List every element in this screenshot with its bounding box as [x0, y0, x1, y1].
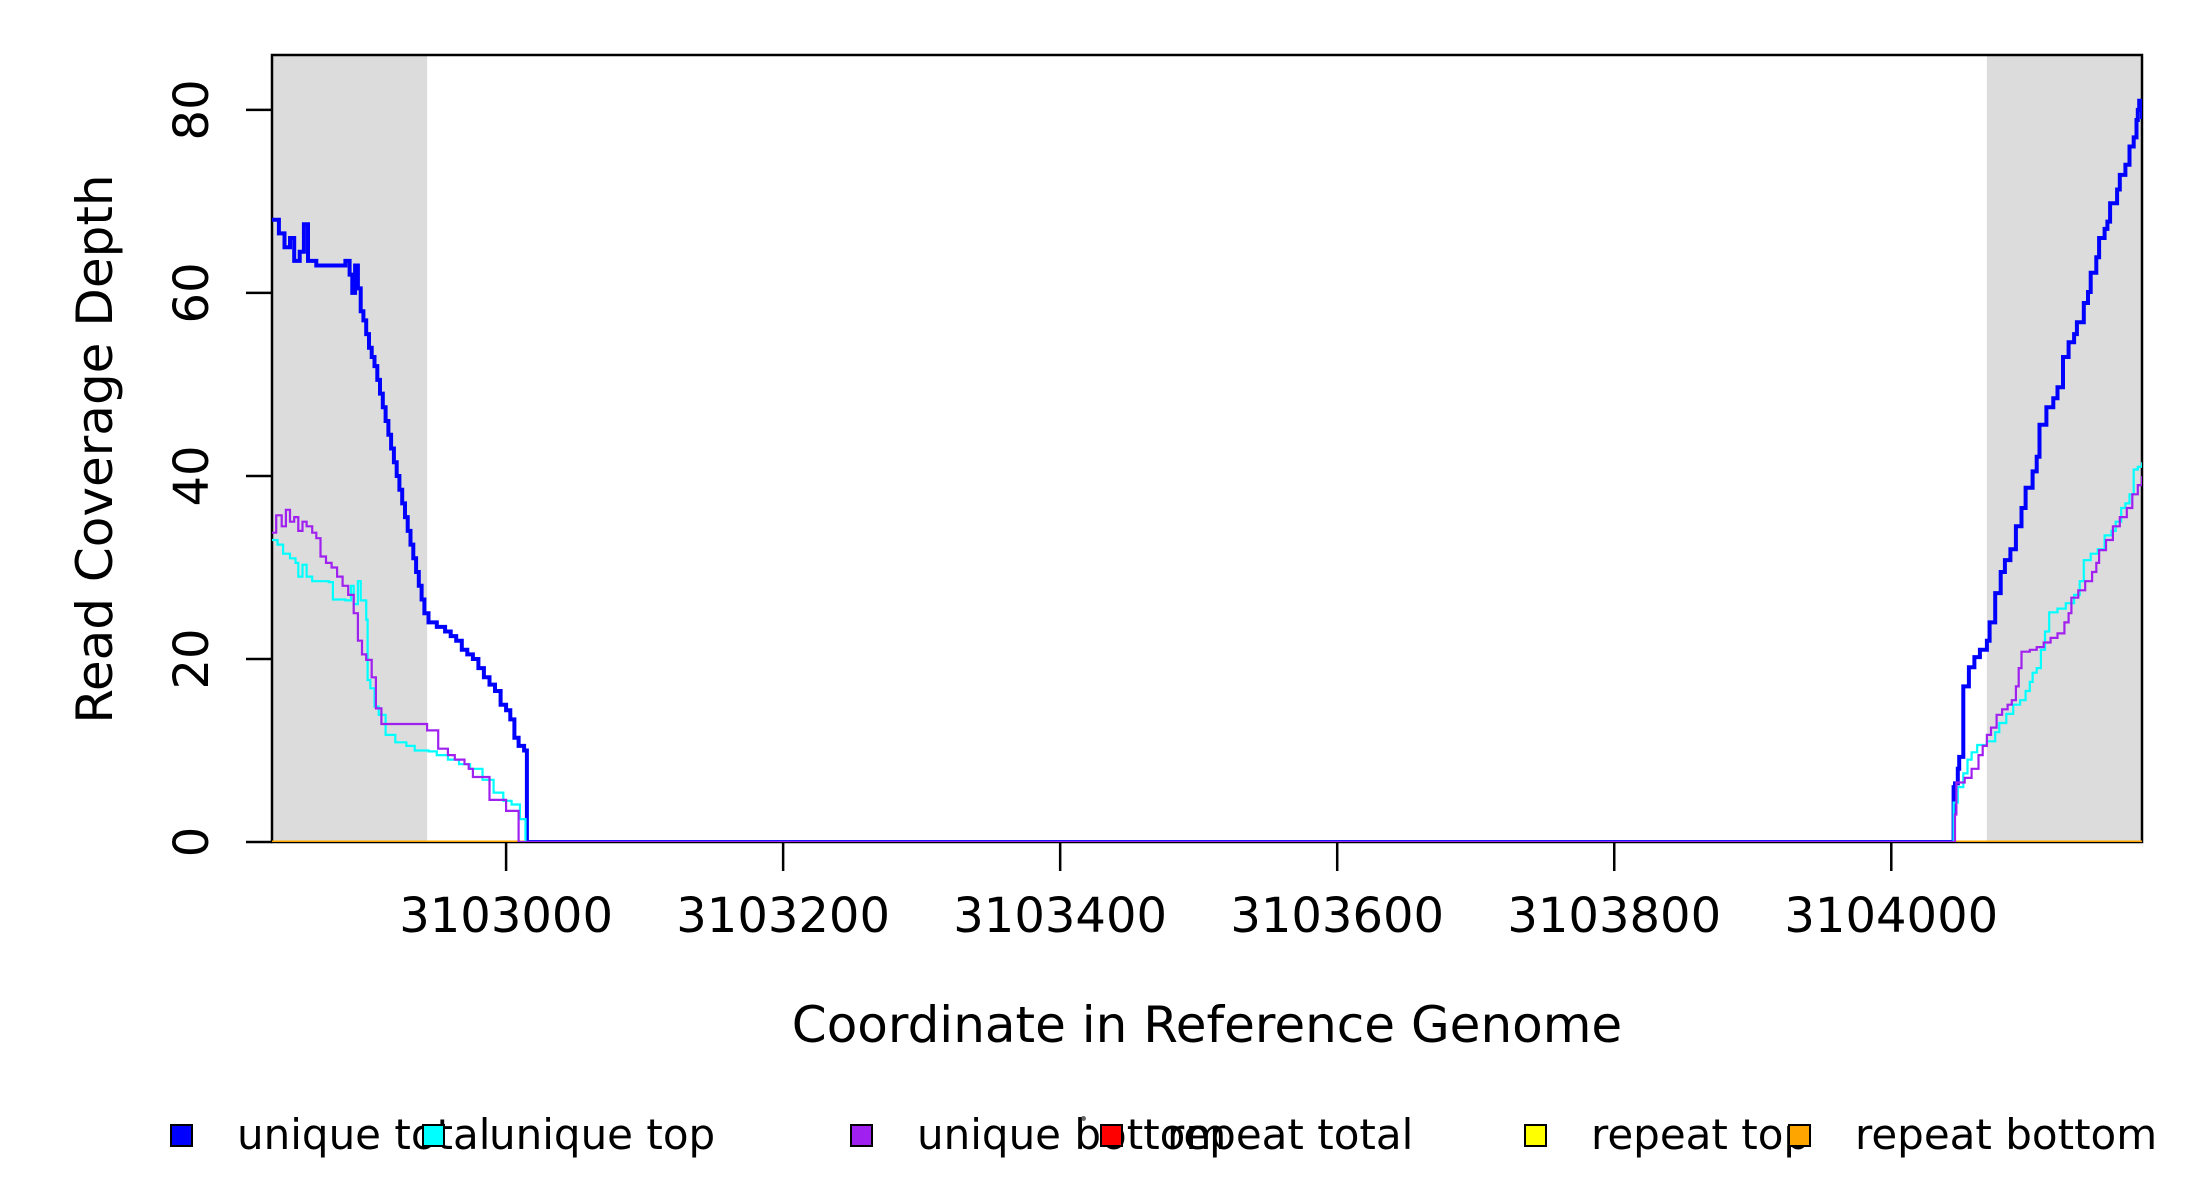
- legend-item-repeat-top: repeat top: [1524, 1110, 1811, 1159]
- legend-item-unique-bottom: unique bottom: [850, 1110, 1227, 1159]
- y-tick-label: 80: [164, 79, 220, 140]
- x-tick-label: 3103000: [399, 888, 613, 944]
- y-tick-label: 20: [164, 628, 220, 689]
- series-unique-total: [272, 98, 2142, 842]
- x-axis-title: Coordinate in Reference Genome: [792, 996, 1622, 1054]
- unique-bottom-swatch-icon: [850, 1123, 873, 1147]
- x-tick-label: 3103400: [953, 888, 1167, 944]
- x-tick-label: 3103800: [1507, 888, 1721, 944]
- repeat-total-swatch-icon: [1100, 1123, 1123, 1147]
- legend-item-unique-total: unique total: [170, 1110, 491, 1159]
- legend-label: unique top: [489, 1110, 716, 1159]
- legend-item-repeat-total: repeat total: [1100, 1110, 1414, 1159]
- series-unique-top: [272, 462, 2142, 842]
- x-tick-label: 3104000: [1784, 888, 1998, 944]
- legend-item-unique-top: unique top: [422, 1110, 716, 1159]
- data-series: [272, 98, 2142, 842]
- y-tick-label: 0: [164, 827, 220, 858]
- plot-area-border: [270, 53, 2144, 844]
- repeat-bottom-swatch-icon: [1788, 1123, 1811, 1147]
- legend-label: unique bottom: [917, 1110, 1227, 1159]
- chart-canvas: 0 20 40 60 80 3103000 3103200 3103400 3103600 310…: [66, 53, 2144, 1054]
- x-tick-label: 3103600: [1230, 888, 1444, 944]
- y-axis-title: Read Coverage Depth: [66, 174, 124, 723]
- stray-dot: [1081, 1116, 1086, 1121]
- legend-label: repeat total: [1167, 1110, 1414, 1159]
- axes: 0 20 40 60 80 3103000 3103200 3103400 3103600 310…: [164, 53, 2144, 944]
- series-unique-bottom: [272, 476, 2142, 842]
- y-tick-label: 60: [164, 262, 220, 323]
- unique-total-swatch-icon: [170, 1123, 193, 1147]
- left-shaded-region: [272, 55, 428, 842]
- legend-label: repeat bottom: [1855, 1110, 2158, 1159]
- legend-label: unique total: [237, 1110, 491, 1159]
- unique-top-swatch-icon: [422, 1123, 445, 1147]
- legend-item-repeat-bottom: repeat bottom: [1788, 1110, 2158, 1159]
- shaded-regions: [272, 55, 2142, 842]
- repeat-top-swatch-icon: [1524, 1123, 1547, 1147]
- x-tick-label: 3103200: [676, 888, 890, 944]
- y-tick-label: 40: [164, 445, 220, 506]
- legend-label: repeat top: [1591, 1110, 1811, 1159]
